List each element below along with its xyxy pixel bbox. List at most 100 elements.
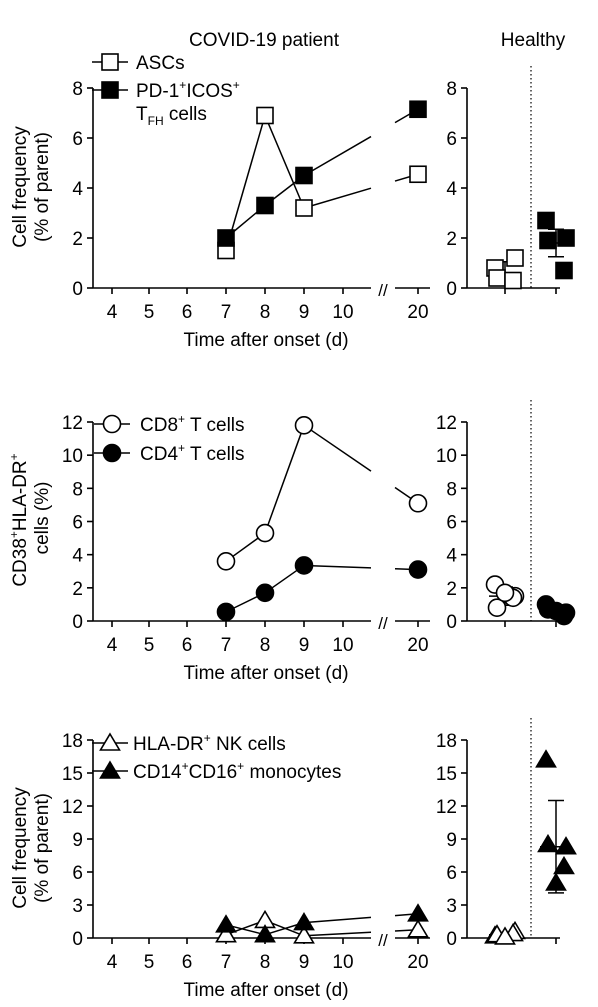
main-x-axis-title: Time after onset (d) xyxy=(183,330,348,351)
main-x-tick-label: 10 xyxy=(332,635,353,656)
series-2-point xyxy=(255,583,275,603)
legend-filled-triangle-marker xyxy=(99,760,121,779)
healthy-group-1-point xyxy=(488,269,506,287)
series-2-point xyxy=(293,912,315,931)
healthy-y-tick-label: 6 xyxy=(446,863,457,884)
main-y-tick-label: 0 xyxy=(72,929,83,950)
panel2-ylabel-line1: CD38+HLA-DR+ xyxy=(7,453,31,586)
healthy-group-2-point xyxy=(557,229,575,247)
legend-tfh-label-line1: PD-1+ICOS+ xyxy=(136,78,240,102)
series-2-point xyxy=(215,914,237,933)
main-x-tick-label: 20 xyxy=(407,302,428,323)
main-x-tick-label: 6 xyxy=(182,635,193,656)
series-2-point xyxy=(295,166,313,185)
main-x-axis-title: Time after onset (d) xyxy=(183,980,348,1001)
legend-cd4-label: CD4+ T cells xyxy=(140,441,245,465)
main-x-tick-label: 8 xyxy=(260,302,271,323)
main-y-tick-label: 10 xyxy=(62,446,83,467)
axis-break-mark: // xyxy=(378,931,388,950)
main-x-tick-label: 10 xyxy=(332,952,353,973)
main-x-tick-label: 8 xyxy=(260,952,271,973)
legend-monocytes-label: CD14+CD16+ monocytes xyxy=(133,759,341,783)
healthy-y-tick-label: 4 xyxy=(446,546,457,567)
healthy-y-tick-label: 10 xyxy=(436,446,457,467)
series-1-point xyxy=(215,924,237,943)
series-1-point xyxy=(407,919,429,938)
main-y-tick-label: 6 xyxy=(72,513,83,534)
series-2-point xyxy=(294,556,314,575)
main-y-tick-label: 8 xyxy=(72,79,83,100)
healthy-y-tick-label: 0 xyxy=(446,612,457,633)
panel1-ylabel-line1: Cell frequency xyxy=(10,126,31,248)
main-y-tick-label: 12 xyxy=(62,413,83,434)
panel2-legend: CD8+ T cells CD4+ T cells xyxy=(94,412,245,465)
series-2-point xyxy=(408,560,428,579)
healthy-group-1-point xyxy=(506,249,524,267)
main-x-tick-label: 5 xyxy=(144,302,155,323)
healthy-y-tick-label: 18 xyxy=(436,731,457,752)
healthy-group-2-point xyxy=(535,749,557,768)
legend-ascs-label: ASCs xyxy=(136,53,185,74)
covid-patient-title: COVID-19 patient xyxy=(189,30,340,51)
healthy-y-tick-label: 2 xyxy=(446,229,457,250)
main-y-tick-label: 4 xyxy=(72,546,83,567)
series-1-point xyxy=(295,199,313,217)
series-1-point xyxy=(256,106,274,125)
main-x-tick-label: 9 xyxy=(299,302,310,323)
panel3-legend: HLA-DR+ NK cells CD14+CD16+ monocytes xyxy=(92,731,341,783)
series-2-point xyxy=(217,229,235,247)
series-1-point xyxy=(255,523,275,543)
legend-nk-label: HLA-DR+ NK cells xyxy=(133,731,286,755)
panel2-ylabel-line2: cells (%) xyxy=(32,482,53,555)
healthy-y-tick-label: 9 xyxy=(446,830,457,851)
healthy-y-tick-label: 12 xyxy=(436,413,457,434)
healthy-group-1-point xyxy=(487,598,507,618)
healthy-y-tick-label: 6 xyxy=(446,513,457,534)
healthy-y-tick-label: 0 xyxy=(446,279,457,300)
healthy-y-tick-label: 15 xyxy=(436,764,457,785)
healthy-y-tick-label: 6 xyxy=(446,129,457,150)
main-x-tick-label: 4 xyxy=(107,635,118,656)
healthy-group-2-point xyxy=(555,836,577,855)
healthy-group-1-point xyxy=(504,271,522,290)
panel3-ylabel-line2: (% of parent) xyxy=(32,793,53,903)
healthy-y-tick-label: 0 xyxy=(446,929,457,950)
healthy-title: Healthy xyxy=(501,30,566,51)
series-1-point xyxy=(216,551,236,571)
main-x-tick-label: 4 xyxy=(107,302,118,323)
legend-filled-circle-marker xyxy=(102,443,122,463)
main-y-tick-label: 6 xyxy=(72,863,83,884)
main-y-tick-label: 3 xyxy=(72,896,83,917)
main-x-axis-title: Time after onset (d) xyxy=(183,663,348,684)
healthy-group-2-point xyxy=(553,855,575,875)
main-x-tick-label: 5 xyxy=(144,635,155,656)
main-x-tick-label: 8 xyxy=(260,635,271,656)
series-line-segment xyxy=(225,115,266,251)
series-line-segment xyxy=(303,187,372,209)
panel-top: // 0 2 4 6 8 4 5 6 7 8 9 10 20 Time after onset (d) 0 2 4… xyxy=(72,66,575,351)
healthy-group-2-point xyxy=(555,261,573,280)
main-x-tick-label: 9 xyxy=(299,952,310,973)
healthy-y-tick-label: 3 xyxy=(446,896,457,917)
main-x-tick-label: 7 xyxy=(221,302,232,323)
main-y-tick-label: 9 xyxy=(72,830,83,851)
main-y-tick-label: 2 xyxy=(72,229,83,250)
healthy-group-2-point xyxy=(546,601,566,621)
main-y-tick-label: 0 xyxy=(72,612,83,633)
axis-break-mark: // xyxy=(378,614,388,633)
main-x-tick-label: 7 xyxy=(221,635,232,656)
main-y-tick-label: 15 xyxy=(62,764,83,785)
series-line-segment xyxy=(303,931,372,937)
legend-open-circle-marker xyxy=(102,414,122,434)
healthy-y-tick-label: 12 xyxy=(436,797,457,818)
main-y-tick-label: 8 xyxy=(72,479,83,500)
main-x-tick-label: 6 xyxy=(182,302,193,323)
main-x-tick-label: 4 xyxy=(107,952,118,973)
healthy-group-2-point xyxy=(539,231,557,250)
healthy-group-2-point xyxy=(537,211,555,230)
series-1-point xyxy=(408,493,428,513)
healthy-group-1-point xyxy=(494,926,516,945)
series-line-segment xyxy=(303,424,372,472)
axis-break-mark: // xyxy=(378,281,388,300)
